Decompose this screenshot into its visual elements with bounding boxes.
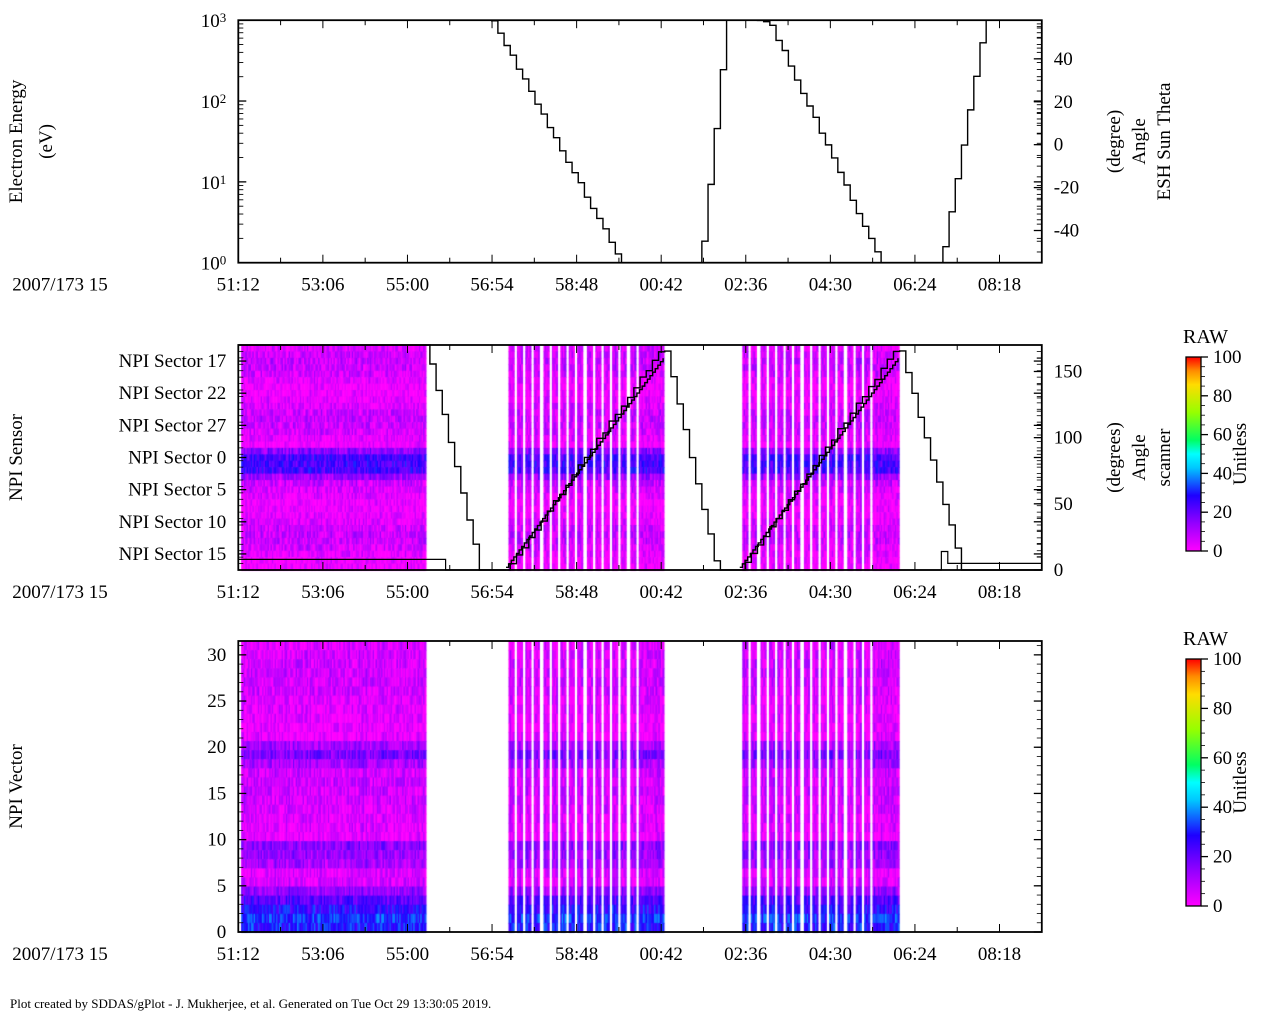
svg-text:150: 150 [1054,361,1083,382]
svg-text:00:42: 00:42 [640,582,683,603]
svg-text:0: 0 [1054,135,1064,156]
svg-text:20: 20 [207,737,226,758]
svg-text:100: 100 [1054,428,1083,449]
svg-text:08:18: 08:18 [978,275,1021,296]
svg-text:NPI Sensor: NPI Sensor [6,413,27,501]
svg-text:58:48: 58:48 [555,582,598,603]
svg-text:NPI Sector 15: NPI Sector 15 [119,544,227,565]
svg-text:Unitless: Unitless [1230,751,1251,813]
svg-text:56:54: 56:54 [470,582,514,603]
svg-text:53:06: 53:06 [301,944,344,965]
svg-text:NPI Sector 22: NPI Sector 22 [119,383,227,404]
svg-text:RAW: RAW [1183,326,1228,348]
svg-text:40: 40 [1054,49,1073,70]
svg-text:02:36: 02:36 [724,582,767,603]
svg-text:2007/173 15: 2007/173 15 [12,275,108,296]
svg-text:20: 20 [1213,847,1232,868]
svg-text:02:36: 02:36 [724,275,767,296]
svg-text:80: 80 [1213,698,1232,719]
svg-text:103: 103 [201,11,227,33]
svg-text:25: 25 [207,691,226,712]
svg-text:RAW: RAW [1183,628,1228,650]
svg-text:NPI Sector 17: NPI Sector 17 [119,351,227,372]
svg-text:0: 0 [217,922,227,943]
svg-text:08:18: 08:18 [978,582,1021,603]
svg-text:102: 102 [201,91,227,113]
svg-text:04:30: 04:30 [809,944,852,965]
svg-text:(eV): (eV) [36,124,57,159]
svg-text:00:42: 00:42 [640,944,683,965]
svg-text:04:30: 04:30 [809,275,852,296]
svg-text:NPI Sector 0: NPI Sector 0 [128,448,226,469]
svg-text:58:48: 58:48 [555,275,598,296]
svg-text:0: 0 [1054,560,1064,581]
svg-text:56:54: 56:54 [470,275,514,296]
svg-text:NPI Vector: NPI Vector [6,744,27,829]
svg-text:04:30: 04:30 [809,582,852,603]
svg-text:53:06: 53:06 [301,582,344,603]
svg-text:2007/173 15: 2007/173 15 [12,582,108,603]
svg-text:06:24: 06:24 [893,275,937,296]
svg-text:Angle: Angle [1129,434,1150,480]
svg-text:Unitless: Unitless [1230,423,1251,485]
svg-text:Electron Energy: Electron Energy [6,79,27,203]
svg-text:15: 15 [207,783,226,804]
svg-text:80: 80 [1213,386,1232,407]
svg-text:58:48: 58:48 [555,944,598,965]
svg-text:02:36: 02:36 [724,944,767,965]
svg-text:50: 50 [1054,494,1073,515]
svg-text:10: 10 [207,830,226,851]
svg-text:-40: -40 [1054,221,1079,242]
svg-text:NPI Sector 5: NPI Sector 5 [128,480,226,501]
svg-text:scanner: scanner [1154,428,1175,487]
svg-text:00:42: 00:42 [640,275,683,296]
svg-text:55:00: 55:00 [386,944,429,965]
svg-text:06:24: 06:24 [893,582,937,603]
svg-text:NPI Sector 10: NPI Sector 10 [119,512,227,533]
svg-text:-20: -20 [1054,178,1079,199]
svg-text:0: 0 [1213,896,1223,917]
svg-text:0: 0 [1213,541,1223,562]
svg-text:55:00: 55:00 [386,582,429,603]
svg-text:NPI Sector 27: NPI Sector 27 [119,415,227,436]
svg-text:(degrees): (degrees) [1104,422,1125,493]
svg-text:5: 5 [217,876,227,897]
svg-text:55:00: 55:00 [386,275,429,296]
svg-text:51:12: 51:12 [217,275,260,296]
svg-text:100: 100 [1213,347,1242,368]
svg-text:08:18: 08:18 [978,944,1021,965]
svg-text:51:12: 51:12 [217,582,260,603]
svg-text:100: 100 [1213,649,1242,670]
svg-text:56:54: 56:54 [470,944,514,965]
svg-text:20: 20 [1054,92,1073,113]
svg-text:(degree): (degree) [1104,110,1125,173]
svg-text:06:24: 06:24 [893,944,937,965]
svg-text:Angle: Angle [1129,118,1150,164]
svg-text:30: 30 [207,645,226,666]
svg-text:ESH Sun Theta: ESH Sun Theta [1154,82,1175,200]
svg-text:2007/173 15: 2007/173 15 [12,944,108,965]
svg-text:Plot created by SDDAS/gPlot -: Plot created by SDDAS/gPlot - J. Mukherj… [10,996,491,1011]
svg-text:100: 100 [201,253,227,275]
svg-text:53:06: 53:06 [301,275,344,296]
svg-text:51:12: 51:12 [217,944,260,965]
svg-text:20: 20 [1213,502,1232,523]
svg-text:101: 101 [201,172,227,194]
